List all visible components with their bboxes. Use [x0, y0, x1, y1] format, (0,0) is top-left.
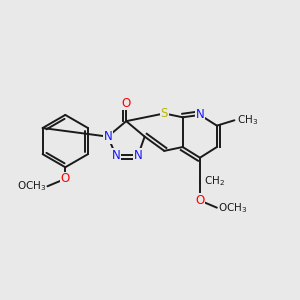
Text: CH$_2$: CH$_2$	[204, 174, 225, 188]
Text: O: O	[195, 194, 205, 207]
Text: N: N	[134, 148, 142, 162]
Text: N: N	[103, 130, 112, 143]
Text: OCH$_3$: OCH$_3$	[218, 201, 248, 214]
Text: O: O	[61, 172, 70, 185]
Text: CH$_3$: CH$_3$	[237, 113, 258, 127]
Text: OCH$_3$: OCH$_3$	[16, 179, 46, 193]
Text: O: O	[122, 97, 131, 110]
Text: N: N	[196, 108, 204, 122]
Text: N: N	[111, 148, 120, 162]
Text: S: S	[160, 107, 168, 120]
